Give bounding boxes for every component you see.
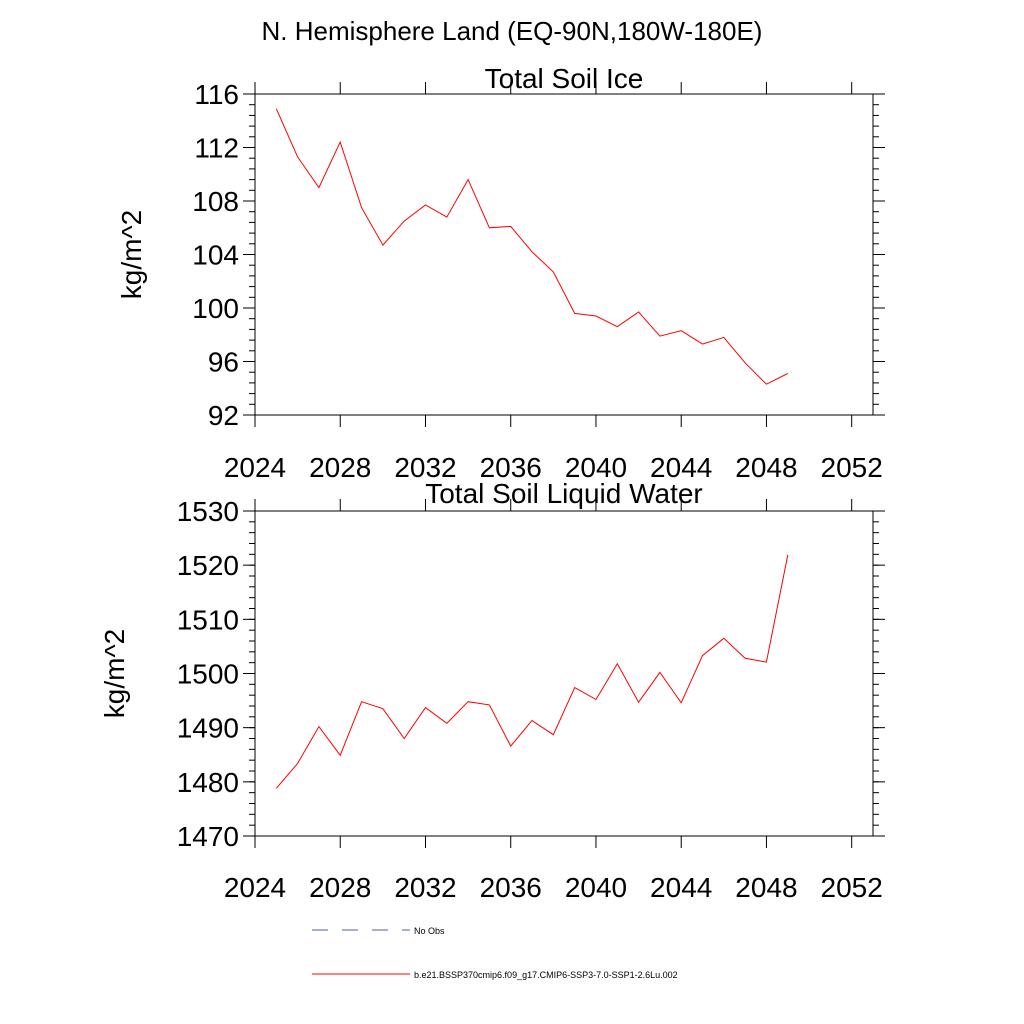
x-tick-label: 2036 bbox=[480, 452, 542, 483]
x-tick-label: 2032 bbox=[394, 452, 456, 483]
y-tick-label: 104 bbox=[192, 240, 239, 271]
y-tick-label: 1480 bbox=[177, 767, 239, 798]
y-tick-label: 1470 bbox=[177, 821, 239, 852]
panel-2-ylabel: kg/m^2 bbox=[99, 629, 130, 718]
y-tick-label: 116 bbox=[194, 79, 239, 110]
x-tick-label: 2052 bbox=[821, 452, 883, 483]
x-tick-label: 2028 bbox=[309, 872, 371, 903]
x-tick-label: 2052 bbox=[821, 872, 883, 903]
panel-1-frame bbox=[254, 93, 874, 416]
y-tick-label: 92 bbox=[208, 400, 239, 431]
panel-2-title: Total Soil Liquid Water bbox=[425, 478, 703, 509]
x-tick-label: 2040 bbox=[565, 452, 627, 483]
legend-run-label: b.e21.BSSP370cmip6.f09_g17.CMIP6-SSP3-7.… bbox=[414, 970, 678, 980]
y-tick-label: 96 bbox=[208, 347, 239, 378]
page-title: N. Hemisphere Land (EQ-90N,180W-180E) bbox=[261, 16, 763, 46]
panel-1-title: Total Soil Ice bbox=[485, 63, 644, 94]
y-tick-label: 112 bbox=[194, 133, 239, 164]
x-tick-label: 2032 bbox=[394, 872, 456, 903]
x-tick-label: 2040 bbox=[565, 872, 627, 903]
y-tick-label: 108 bbox=[192, 186, 239, 217]
panel-2-series-line bbox=[275, 554, 789, 789]
y-tick-label: 1490 bbox=[177, 713, 239, 744]
legend-no-obs-label: No Obs bbox=[414, 926, 445, 936]
x-tick-label: 2048 bbox=[735, 872, 797, 903]
panel-1-series-line bbox=[275, 108, 789, 385]
x-tick-label: 2048 bbox=[735, 452, 797, 483]
x-tick-label: 2044 bbox=[650, 452, 712, 483]
x-tick-label: 2028 bbox=[309, 452, 371, 483]
x-tick-label: 2024 bbox=[224, 452, 286, 483]
x-tick-label: 2044 bbox=[650, 872, 712, 903]
y-tick-label: 1500 bbox=[177, 659, 239, 690]
y-tick-label: 1520 bbox=[177, 550, 239, 581]
y-tick-label: 1510 bbox=[177, 604, 239, 635]
y-tick-label: 1530 bbox=[177, 496, 239, 527]
panel-1-ylabel: kg/m^2 bbox=[116, 210, 147, 299]
x-tick-label: 2024 bbox=[224, 872, 286, 903]
panel-2-frame bbox=[254, 510, 874, 837]
x-tick-label: 2036 bbox=[480, 872, 542, 903]
y-tick-label: 100 bbox=[192, 293, 239, 324]
